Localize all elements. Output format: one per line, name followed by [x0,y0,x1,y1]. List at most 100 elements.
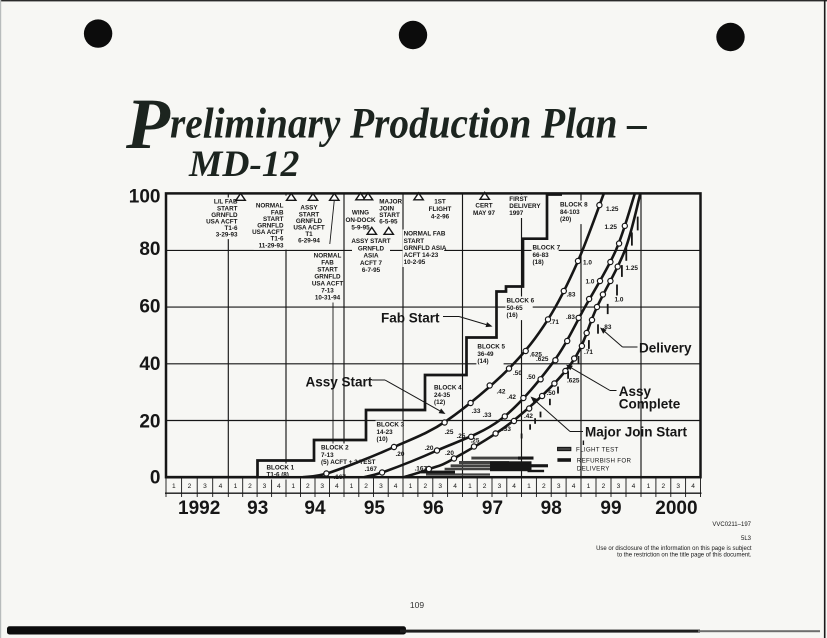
svg-text:L/L FAB: L/L FAB [214,199,238,206]
svg-text:(20): (20) [560,216,571,223]
svg-text:BLOCK 4: BLOCK 4 [434,385,462,392]
svg-text:START: START [263,216,284,223]
svg-text:4: 4 [691,483,695,490]
svg-text:3: 3 [557,483,561,490]
svg-text:60: 60 [139,296,160,317]
svg-text:ASSY START: ASSY START [351,238,390,245]
svg-text:REFURBISH FOR: REFURBISH FOR [577,458,632,465]
svg-text:reliminary Production Plan –: reliminary Production Plan – [170,101,647,148]
svg-text:2: 2 [542,483,546,490]
svg-text:.42: .42 [507,394,516,401]
svg-text:.71: .71 [550,319,559,326]
svg-text:2: 2 [364,483,368,490]
svg-text:50-65: 50-65 [507,305,524,312]
svg-text:1: 1 [234,483,238,490]
svg-text:2: 2 [248,483,252,490]
svg-text:CERT: CERT [475,203,492,210]
svg-text:100: 100 [129,186,161,207]
svg-text:Assy Start: Assy Start [306,375,373,390]
svg-text:T1-6: T1-6 [271,236,284,243]
svg-text:3: 3 [617,483,621,490]
svg-text:BLOCK 8: BLOCK 8 [560,202,588,209]
svg-text:6-5-95: 6-5-95 [379,219,398,226]
svg-text:4: 4 [394,483,398,490]
svg-text:FAB: FAB [321,260,334,267]
svg-text:.83: .83 [567,291,576,298]
svg-text:3: 3 [498,483,502,490]
svg-text:USA ACFT: USA ACFT [312,281,344,288]
svg-text:Use or disclosure of the infor: Use or disclosure of the information on … [596,546,752,552]
svg-text:ASIA: ASIA [363,253,378,260]
svg-text:66-83: 66-83 [533,252,550,259]
svg-text:1.25: 1.25 [626,265,639,272]
svg-text:VVC0211–197: VVC0211–197 [712,522,751,528]
svg-text:4: 4 [453,483,457,490]
svg-text:3: 3 [320,483,324,490]
svg-text:7-13: 7-13 [321,288,334,295]
svg-text:36-49: 36-49 [477,351,494,358]
svg-text:80: 80 [139,239,160,260]
svg-text:T1-6: T1-6 [225,225,238,232]
svg-text:T1-6 (8): T1-6 (8) [267,472,289,479]
svg-text:GRNFLD ASIA: GRNFLD ASIA [404,245,447,252]
svg-text:1.0: 1.0 [615,297,624,304]
svg-text:11-29-93: 11-29-93 [259,242,284,249]
svg-text:ASSY: ASSY [300,205,318,212]
svg-text:.625: .625 [536,356,549,363]
svg-text:GRNFLD: GRNFLD [314,274,341,281]
svg-text:1: 1 [647,483,651,490]
svg-text:NORMAL FAB: NORMAL FAB [404,231,446,238]
svg-text:.167: .167 [415,465,428,472]
svg-text:4: 4 [512,483,516,490]
svg-text:99: 99 [600,498,621,519]
svg-text:.25: .25 [445,429,454,436]
svg-text:14-23: 14-23 [377,429,394,436]
svg-text:1ST: 1ST [434,199,446,206]
svg-text:5-9-95: 5-9-95 [351,224,370,231]
svg-text:FIRST: FIRST [509,196,527,203]
svg-text:Assy: Assy [619,384,652,399]
svg-text:2: 2 [483,483,487,490]
svg-text:24-35: 24-35 [434,392,451,399]
svg-text:BLOCK 1: BLOCK 1 [267,465,295,472]
svg-text:NORMAL: NORMAL [314,253,342,260]
svg-text:4: 4 [219,483,223,490]
svg-text:96: 96 [423,498,444,519]
svg-text:ACFT 14-23: ACFT 14-23 [404,252,439,259]
svg-text:P: P [125,84,171,164]
svg-text:FAB: FAB [271,209,284,216]
svg-text:4: 4 [277,483,281,490]
svg-text:4: 4 [572,483,576,490]
svg-text:98: 98 [541,498,562,519]
svg-text:Complete: Complete [619,397,681,412]
svg-text:.33: .33 [502,426,511,433]
svg-text:WING: WING [352,210,369,217]
svg-text:1: 1 [468,483,472,490]
svg-text:.25: .25 [457,433,466,440]
svg-text:3-29-93: 3-29-93 [216,232,238,239]
svg-text:USA ACFT: USA ACFT [293,225,325,232]
svg-text:1.25: 1.25 [605,224,618,231]
svg-text:BLOCK 5: BLOCK 5 [477,344,505,351]
svg-text:START: START [299,211,320,218]
svg-text:7-13: 7-13 [321,452,334,459]
svg-text:GRNFLD: GRNFLD [358,245,385,252]
svg-text:.625: .625 [567,377,580,384]
svg-text:4: 4 [632,483,636,490]
svg-text:3: 3 [263,483,267,490]
svg-text:40: 40 [139,354,160,375]
svg-text:109: 109 [410,600,424,610]
svg-text:3: 3 [676,483,680,490]
svg-text:GRNFLD: GRNFLD [257,223,284,230]
svg-text:.33: .33 [483,412,492,419]
svg-text:MD-12: MD-12 [188,144,299,185]
svg-text:3: 3 [438,483,442,490]
svg-text:10-31-94: 10-31-94 [315,295,341,302]
svg-text:1: 1 [172,483,176,490]
svg-text:T1: T1 [305,231,313,238]
svg-text:2: 2 [188,483,192,490]
svg-text:.625: .625 [530,351,543,358]
svg-text:DELIVERY: DELIVERY [577,465,610,472]
svg-text:MAJOR: MAJOR [379,199,402,206]
svg-text:95: 95 [364,498,386,519]
